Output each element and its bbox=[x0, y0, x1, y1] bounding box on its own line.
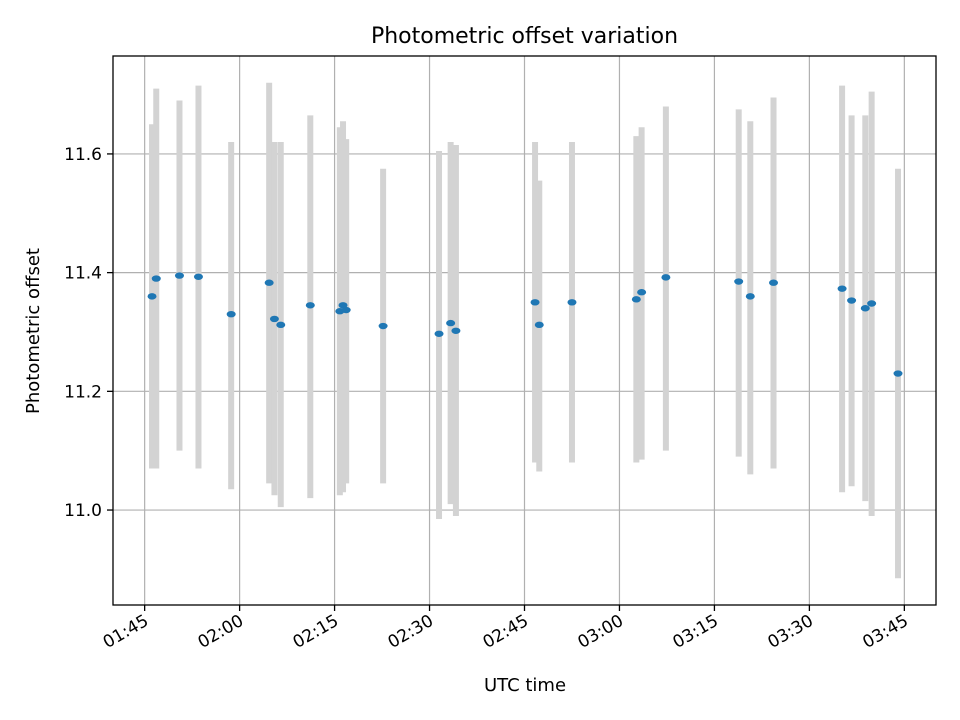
data-point bbox=[847, 297, 857, 304]
data-point bbox=[860, 305, 870, 312]
data-point bbox=[174, 272, 184, 279]
x-axis-label: UTC time bbox=[484, 675, 566, 696]
data-point bbox=[226, 310, 236, 318]
data-point bbox=[305, 302, 315, 309]
data-point bbox=[745, 293, 755, 300]
data-point bbox=[530, 299, 540, 306]
chart-title: Photometric offset variation bbox=[371, 24, 678, 49]
grid bbox=[113, 56, 936, 605]
data-points bbox=[147, 272, 903, 377]
data-point bbox=[631, 296, 641, 303]
data-point bbox=[534, 321, 544, 329]
data-point bbox=[769, 279, 779, 286]
data-point bbox=[567, 299, 577, 306]
data-point bbox=[446, 319, 456, 327]
y-tick-label: 11.4 bbox=[64, 264, 102, 284]
y-axis-label: Photometric offset bbox=[23, 248, 44, 414]
data-point bbox=[637, 289, 647, 296]
y-tick-label: 11.2 bbox=[64, 382, 102, 402]
data-point bbox=[434, 330, 444, 337]
data-point bbox=[378, 322, 388, 330]
data-point bbox=[338, 302, 348, 309]
data-point bbox=[893, 370, 903, 377]
data-point bbox=[269, 315, 279, 323]
data-point bbox=[276, 321, 286, 329]
data-point bbox=[837, 285, 847, 292]
data-point bbox=[867, 300, 877, 307]
data-point bbox=[734, 278, 744, 285]
y-axis-ticks: 11.0 11.2 11.4 11.6 bbox=[64, 145, 113, 521]
y-tick-label: 11.0 bbox=[64, 501, 102, 521]
data-point bbox=[151, 275, 161, 282]
data-point bbox=[193, 273, 203, 280]
data-point bbox=[451, 327, 461, 334]
data-point bbox=[264, 279, 274, 286]
data-point bbox=[341, 306, 351, 314]
data-point bbox=[147, 293, 157, 300]
data-point bbox=[661, 274, 671, 281]
y-tick-label: 11.6 bbox=[64, 145, 102, 165]
